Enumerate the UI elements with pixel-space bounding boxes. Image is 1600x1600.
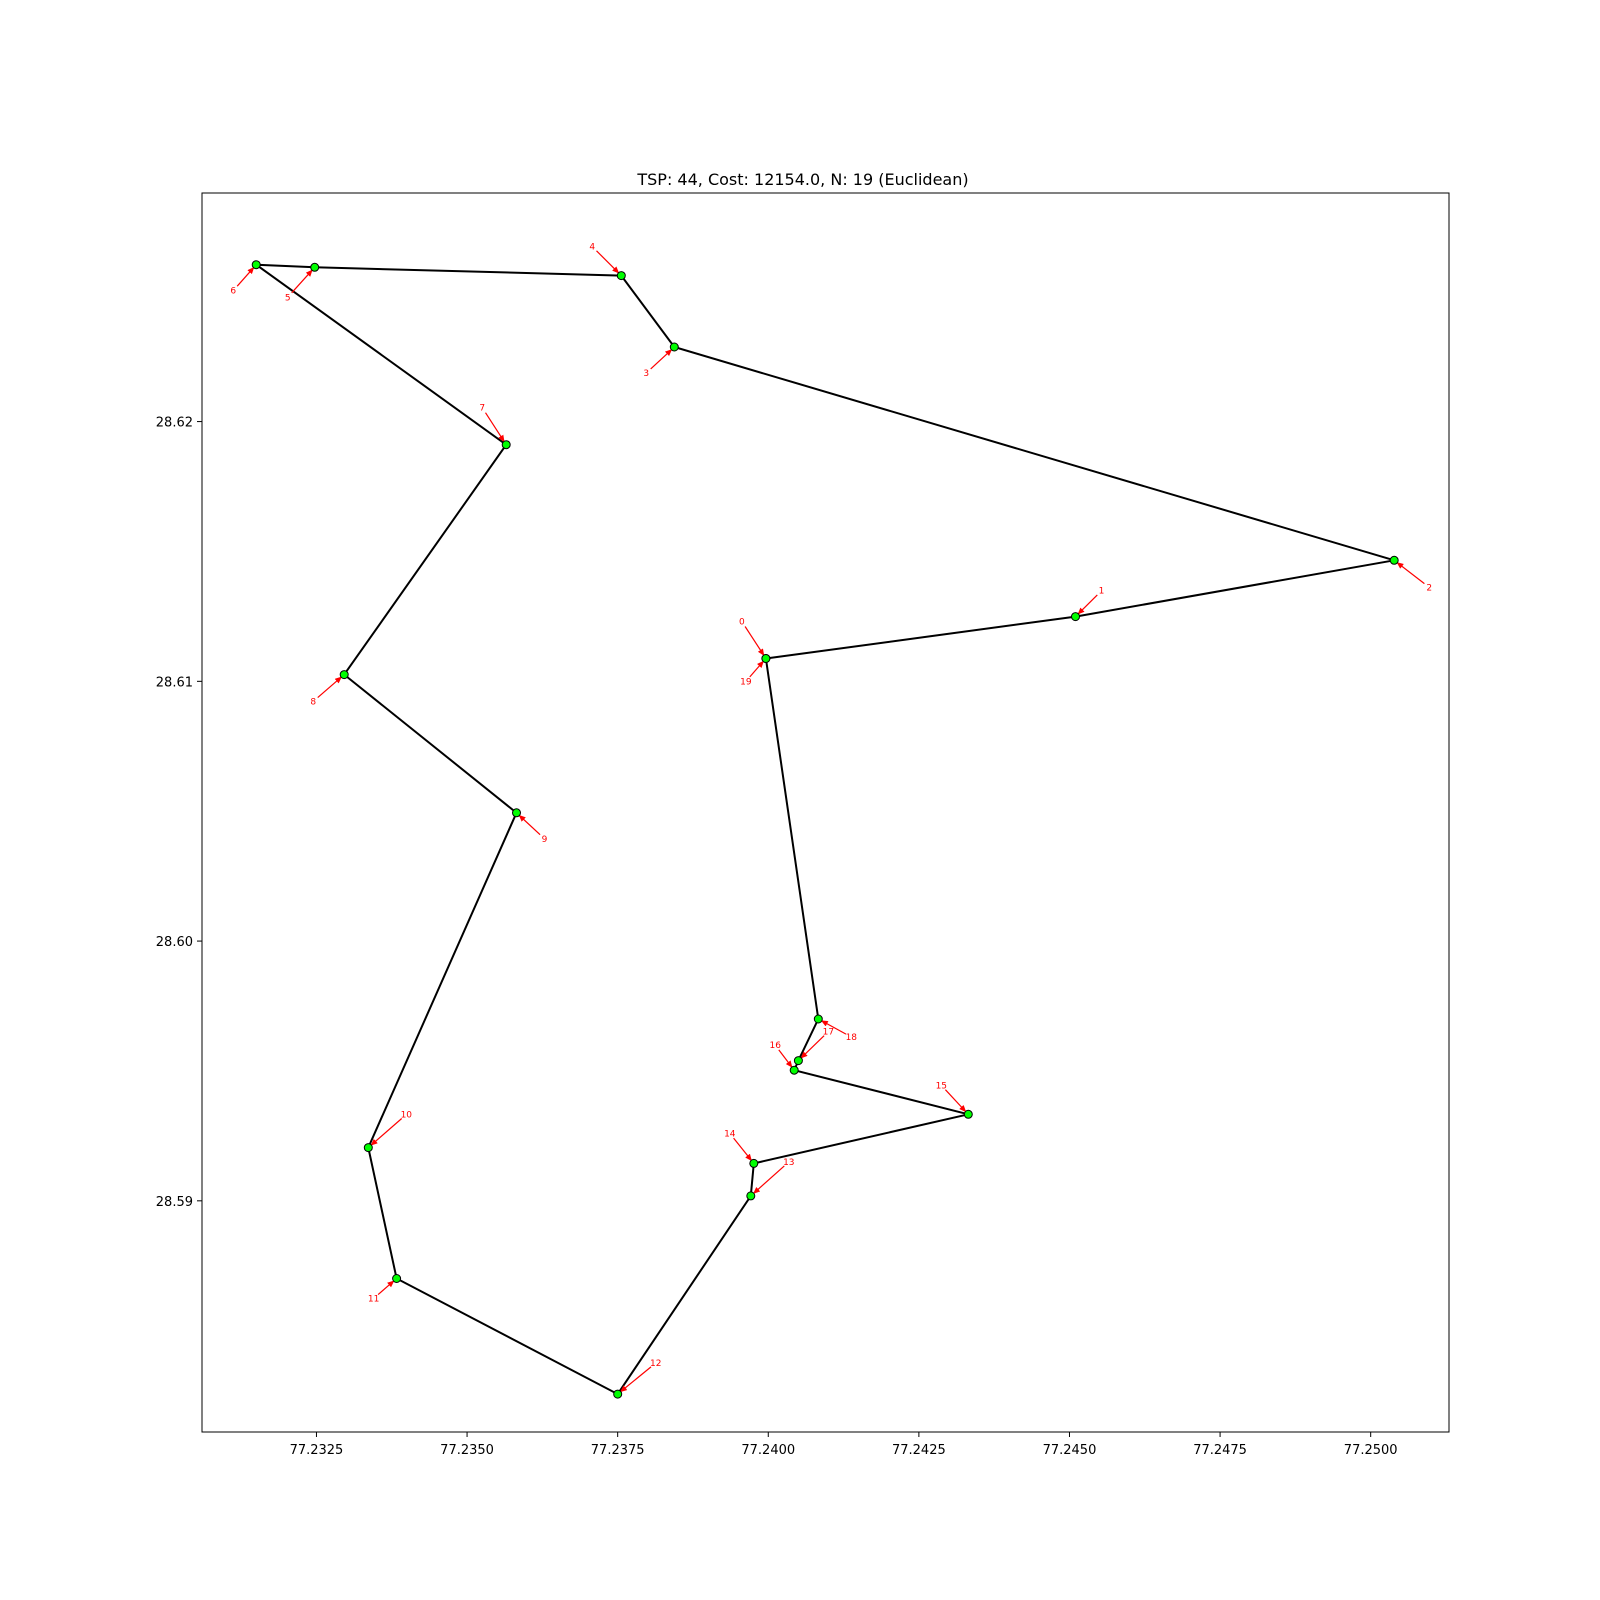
point-annotation-arrow bbox=[484, 412, 505, 443]
route-point bbox=[339, 670, 349, 680]
point-label: 19 bbox=[740, 678, 752, 688]
point-annotation-arrow bbox=[518, 814, 541, 836]
plot-frame bbox=[201, 192, 1450, 1433]
point-annotation-arrow bbox=[944, 1089, 967, 1113]
point-annotation-arrow bbox=[1396, 562, 1425, 585]
point-label: 5 bbox=[285, 293, 291, 303]
y-tick-label: 28.59 bbox=[156, 1195, 193, 1210]
point-label: 2 bbox=[1426, 583, 1432, 593]
point-label: 4 bbox=[589, 243, 595, 253]
point-label: 8 bbox=[310, 698, 316, 708]
y-tick-label: 28.61 bbox=[156, 675, 193, 690]
point-annotation-arrow bbox=[733, 1137, 752, 1162]
point-label: 9 bbox=[542, 835, 548, 845]
point-annotation-arrow bbox=[753, 1165, 785, 1194]
point-annotation-arrow bbox=[620, 1366, 652, 1393]
point-annotation-arrow bbox=[291, 269, 313, 294]
route-point bbox=[793, 1056, 803, 1066]
route-layer bbox=[252, 263, 1395, 1396]
x-tick-label: 77.2425 bbox=[892, 1443, 946, 1458]
route-point bbox=[669, 342, 679, 352]
point-annotation-arrow bbox=[1077, 594, 1098, 615]
y-axis: 28.59 28.60 28.61 28.62 bbox=[156, 416, 202, 1210]
route-point bbox=[310, 262, 320, 272]
route-point bbox=[392, 1274, 402, 1283]
point-label: 7 bbox=[479, 404, 485, 414]
route-point bbox=[746, 1191, 756, 1201]
route-point bbox=[616, 271, 626, 281]
route-point bbox=[1389, 555, 1399, 565]
route-point bbox=[512, 808, 521, 818]
x-tick-label: 77.2475 bbox=[1193, 1443, 1247, 1458]
point-label: 14 bbox=[724, 1129, 736, 1139]
route-point bbox=[251, 260, 261, 270]
point-annotation-arrow bbox=[596, 250, 620, 274]
point-label: 16 bbox=[769, 1041, 781, 1051]
x-tick-label: 77.2450 bbox=[1043, 1443, 1097, 1458]
point-label: 12 bbox=[650, 1359, 661, 1369]
point-label: 13 bbox=[783, 1158, 794, 1168]
point-label: 6 bbox=[230, 287, 236, 297]
y-tick-label: 28.62 bbox=[156, 416, 193, 431]
route-point bbox=[501, 440, 511, 450]
route-point bbox=[789, 1065, 799, 1075]
point-annotation-arrow bbox=[778, 1049, 793, 1068]
marker-layer bbox=[251, 260, 1399, 1399]
point-label: 17 bbox=[823, 1028, 834, 1038]
point-annotation-arrow bbox=[236, 266, 255, 287]
y-tick-label: 28.60 bbox=[156, 935, 193, 950]
x-tick-label: 77.2400 bbox=[741, 1443, 795, 1458]
point-annotation-arrow bbox=[370, 1118, 403, 1146]
point-label: 15 bbox=[936, 1081, 947, 1091]
point-annotation-arrow bbox=[800, 1035, 825, 1059]
chart-title: TSP: 44, Cost: 12154.0, N: 19 (Euclidean… bbox=[636, 170, 968, 189]
route-point bbox=[963, 1109, 973, 1119]
point-annotation-arrow bbox=[650, 349, 673, 370]
x-axis: 77.2325 77.2350 77.2375 77.2400 77.2425 77.24… bbox=[290, 1432, 1398, 1458]
point-label: 11 bbox=[368, 1295, 379, 1305]
point-annotation-arrow bbox=[820, 1020, 847, 1035]
point-label: 0 bbox=[739, 618, 745, 628]
route-line bbox=[252, 263, 1395, 1396]
x-tick-label: 77.2350 bbox=[440, 1443, 494, 1458]
x-tick-label: 77.2375 bbox=[591, 1443, 645, 1458]
point-annotation-arrow bbox=[744, 626, 765, 656]
point-annotation-arrow bbox=[377, 1280, 395, 1296]
point-label: 1 bbox=[1099, 587, 1105, 597]
x-tick-label: 77.2500 bbox=[1344, 1443, 1398, 1458]
point-label: 3 bbox=[643, 369, 649, 379]
route-point bbox=[813, 1014, 823, 1024]
route-point bbox=[363, 1143, 373, 1153]
route-point bbox=[613, 1389, 623, 1399]
x-tick-label: 77.2325 bbox=[290, 1443, 344, 1458]
point-annotation-arrow bbox=[317, 676, 342, 699]
point-label: 18 bbox=[846, 1033, 858, 1043]
point-label: 10 bbox=[401, 1111, 413, 1121]
route-point bbox=[749, 1158, 759, 1168]
route-point bbox=[761, 654, 771, 663]
route-point bbox=[1071, 612, 1080, 622]
point-annotation-arrow bbox=[749, 660, 764, 678]
